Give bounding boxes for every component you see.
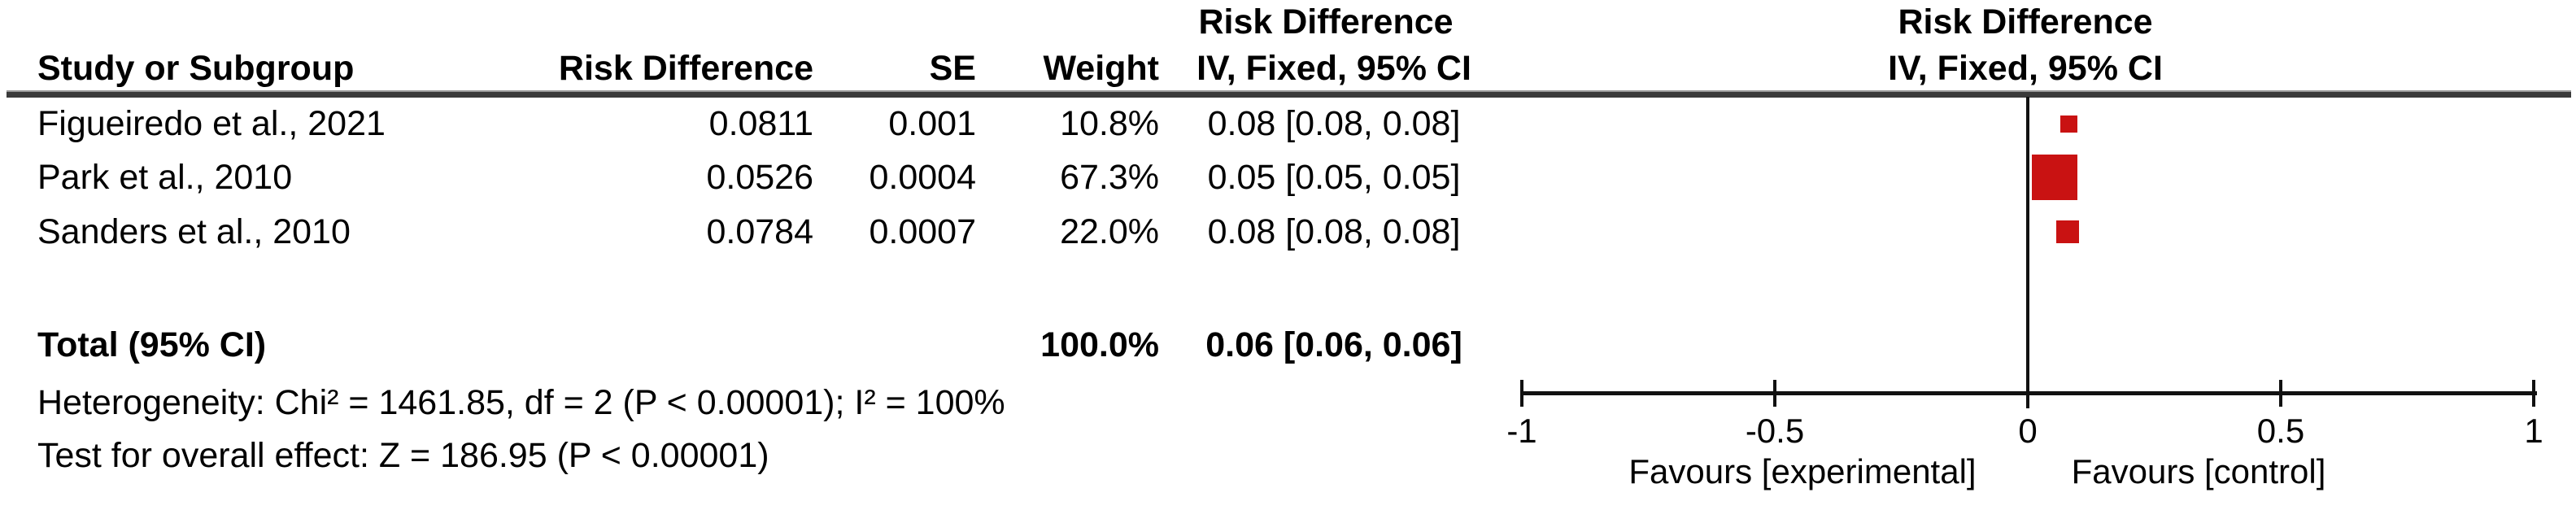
heterogeneity-stats: Heterogeneity: Chi² = 1461.85, df = 2 (P… [37,383,1005,422]
x-axis-line [1522,391,2537,395]
total-label: Total (95% CI) [37,325,267,364]
axis-tick [1520,380,1523,407]
total-ci: 0.06 [0.06, 0.06] [1205,325,1462,364]
axis-tick-label: 0 [2018,412,2038,450]
se-value: 0.001 [888,104,976,143]
stats-group-title: Risk Difference [1198,2,1454,41]
column-header-ci: IV, Fixed, 95% CI [1196,49,1471,88]
axis-tick [2279,380,2282,407]
column-header-se: SE [929,49,976,88]
axis-tick-label: 0.5 [2256,412,2305,450]
column-header-study: Study or Subgroup [37,49,355,88]
effect-estimate: 0.0784 [706,212,813,251]
total-weight: 100.0% [1040,325,1159,364]
axis-tick [2532,380,2535,407]
weight-value: 22.0% [1060,212,1159,251]
plot-group-title: Risk Difference [1898,2,2153,41]
favours-control-label: Favours [control] [2071,452,2326,490]
header-divider-rule [7,90,2571,98]
plot-column-header-ci: IV, Fixed, 95% CI [1888,49,2163,88]
column-header-weight: Weight [1043,49,1159,88]
zero-reference-line [2026,97,2029,408]
axis-tick-label: -0.5 [1745,412,1805,450]
ci-value: 0.08 [0.08, 0.08] [1207,212,1461,251]
axis-tick [1773,380,1776,407]
study-effect-marker [2056,220,2079,243]
study-name: Park et al., 2010 [37,158,293,197]
ci-value: 0.05 [0.05, 0.05] [1207,158,1461,197]
effect-estimate: 0.0811 [708,104,813,143]
weight-value: 67.3% [1060,158,1159,197]
axis-tick-label: -1 [1506,412,1537,450]
weight-value: 10.8% [1060,104,1159,143]
effect-estimate: 0.0526 [706,158,813,197]
favours-experimental-label: Favours [experimental] [1628,452,1977,490]
axis-tick [2026,380,2029,407]
overall-effect-test: Test for overall effect: Z = 186.95 (P <… [37,436,769,475]
study-effect-marker [2032,155,2077,200]
column-header-effect: Risk Difference [558,49,813,88]
se-value: 0.0004 [869,158,976,197]
axis-tick-label: 1 [2524,412,2543,450]
study-name: Figueiredo et al., 2021 [37,104,386,143]
se-value: 0.0007 [869,212,976,251]
study-effect-marker [2060,116,2077,133]
ci-value: 0.08 [0.08, 0.08] [1207,104,1461,143]
study-name: Sanders et al., 2010 [37,212,351,251]
